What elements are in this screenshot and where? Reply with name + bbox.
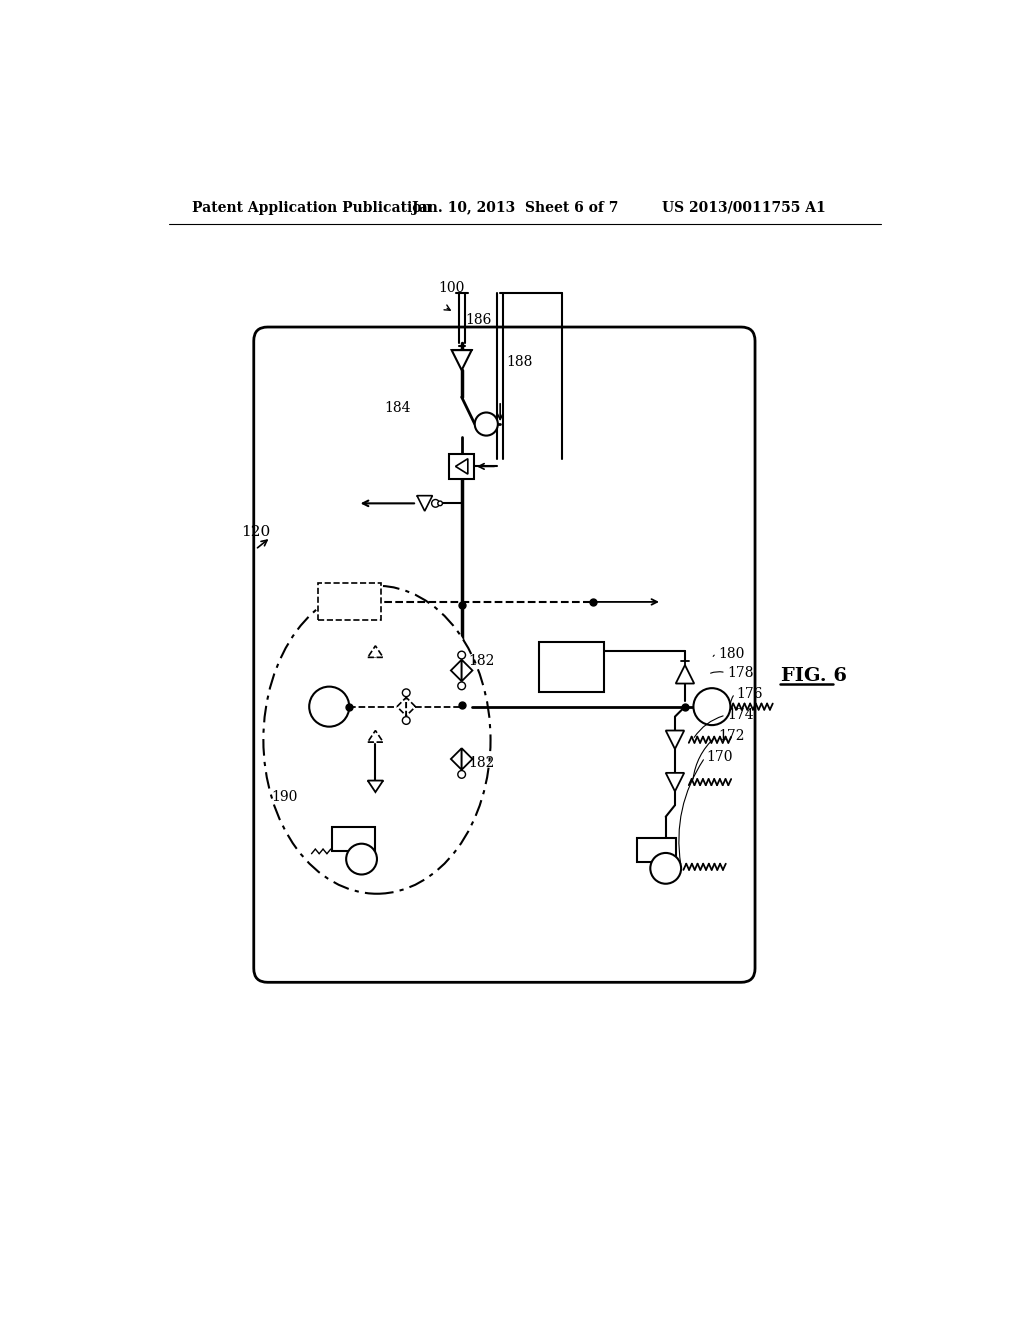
Polygon shape [417,496,432,511]
Text: Patent Application Publication: Patent Application Publication [193,201,432,215]
Text: 170: 170 [707,751,733,764]
Text: 182: 182 [468,655,495,668]
Bar [539,642,604,692]
Polygon shape [452,350,472,370]
Circle shape [309,686,349,726]
Text: 100: 100 [438,281,465,296]
Circle shape [402,717,410,725]
Bar [450,454,474,479]
Polygon shape [451,748,462,770]
Circle shape [458,682,466,690]
Polygon shape [676,665,694,684]
Bar [317,583,381,620]
Circle shape [346,843,377,874]
Circle shape [402,689,410,697]
Circle shape [458,651,466,659]
Circle shape [693,688,730,725]
Text: 176: 176 [736,686,763,701]
Polygon shape [666,774,684,792]
Polygon shape [666,730,684,748]
Circle shape [458,771,466,779]
Circle shape [475,412,498,436]
Text: US 2013/0011755 A1: US 2013/0011755 A1 [662,201,825,215]
Bar [637,838,676,862]
Polygon shape [397,697,407,715]
Text: 174: 174 [727,708,754,722]
Polygon shape [368,730,383,742]
Text: 180: 180 [718,647,744,660]
Polygon shape [451,660,462,681]
Text: 190: 190 [271,791,298,804]
FancyBboxPatch shape [254,327,755,982]
Ellipse shape [263,586,490,894]
Polygon shape [462,748,472,770]
Polygon shape [462,660,472,681]
Polygon shape [368,645,383,657]
Text: 172: 172 [718,729,744,743]
Text: 186: 186 [466,313,492,327]
Circle shape [432,499,439,507]
Text: 182: 182 [468,755,495,770]
Text: 184: 184 [385,401,412,416]
Polygon shape [368,780,383,792]
Text: 178: 178 [727,665,754,680]
Text: 188: 188 [506,355,532,370]
Text: FIG. 6: FIG. 6 [781,667,847,685]
Polygon shape [407,697,416,715]
Text: 120: 120 [241,525,270,539]
Circle shape [650,853,681,884]
Polygon shape [456,459,468,474]
Bar [333,826,375,851]
Circle shape [438,502,442,506]
Text: Jan. 10, 2013  Sheet 6 of 7: Jan. 10, 2013 Sheet 6 of 7 [412,201,618,215]
